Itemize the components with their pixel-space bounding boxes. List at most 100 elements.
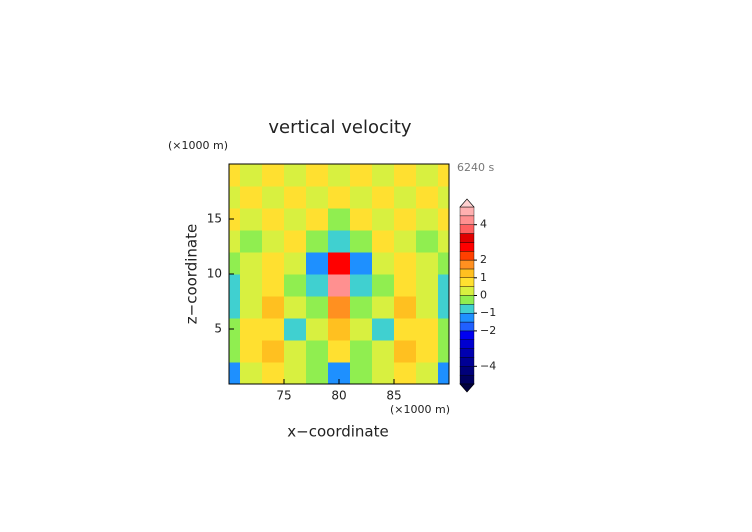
- field-cell: [328, 318, 351, 341]
- field-cell: [328, 164, 351, 187]
- colorbar-band: [459, 259, 475, 270]
- field-cell: [394, 296, 417, 319]
- field-cell: [372, 230, 395, 253]
- x-unit: (×1000 m): [390, 403, 450, 416]
- field-cell: [240, 274, 263, 297]
- field-cell: [328, 296, 351, 319]
- field-cell: [284, 208, 307, 231]
- x-tick-label: 85: [386, 389, 401, 403]
- field-cell: [284, 318, 307, 341]
- field-cell: [416, 274, 439, 297]
- field-cell: [306, 208, 329, 231]
- field-cell: [350, 340, 373, 363]
- x-tick-label: 75: [276, 389, 291, 403]
- field-cell: [262, 230, 285, 253]
- field-cell: [306, 318, 329, 341]
- colorbar-band: [459, 215, 475, 225]
- field-cell: [350, 296, 373, 319]
- field-cell: [328, 230, 351, 253]
- field-cell: [284, 230, 307, 253]
- colorbar-band: [459, 339, 475, 349]
- colorbar-band: [459, 357, 475, 367]
- field-cell: [262, 274, 285, 297]
- field-cell: [240, 186, 263, 209]
- field-cell: [438, 208, 449, 231]
- colorbar-band: [459, 242, 475, 252]
- field-cell: [372, 362, 395, 384]
- field-cell: [262, 252, 285, 275]
- field-cell: [394, 186, 417, 209]
- x-tick-label: 80: [331, 389, 346, 403]
- field-cell: [229, 164, 241, 187]
- field-cell: [438, 252, 449, 275]
- colorbar-tick-label: 2: [480, 253, 487, 266]
- field-cell: [328, 340, 351, 363]
- field-cell: [438, 296, 449, 319]
- field-cell: [306, 230, 329, 253]
- field: [229, 164, 449, 384]
- field-cell: [372, 318, 395, 341]
- field-cell: [284, 362, 307, 384]
- field-cell: [284, 340, 307, 363]
- field-cell: [284, 164, 307, 187]
- colorbar-band: [459, 206, 475, 217]
- field-cell: [438, 362, 449, 384]
- field-cell: [306, 252, 329, 275]
- colorbar-band: [459, 268, 475, 279]
- field-cell: [229, 362, 241, 384]
- field-cell: [262, 208, 285, 231]
- field-cell: [416, 164, 439, 187]
- colorbar-band: [459, 233, 475, 243]
- colorbar-over: [459, 198, 475, 208]
- field-cell: [416, 296, 439, 319]
- colorbar-tick-label: 0: [480, 289, 487, 302]
- colorbar-band: [459, 330, 475, 340]
- field-cell: [416, 318, 439, 341]
- field-cell: [262, 164, 285, 187]
- chart-title: vertical velocity: [268, 117, 412, 138]
- field-cell: [438, 318, 449, 341]
- field-cell: [306, 164, 329, 187]
- field-cell: [394, 340, 417, 363]
- field-cell: [328, 362, 351, 384]
- colorbar-band: [459, 321, 475, 332]
- field-cell: [262, 186, 285, 209]
- colorbar-band: [459, 251, 475, 261]
- colorbar-tick-label: −1: [480, 306, 496, 319]
- colorbar-band: [459, 277, 475, 287]
- field-cell: [416, 340, 439, 363]
- field-cell: [416, 186, 439, 209]
- field-cell: [284, 274, 307, 297]
- field-cell: [372, 274, 395, 297]
- field-cell: [240, 296, 263, 319]
- colorbar-band: [459, 366, 475, 376]
- y-axis-label: z−coordinate: [183, 224, 201, 324]
- field-cell: [306, 340, 329, 363]
- field-cell: [306, 296, 329, 319]
- field-cell: [306, 362, 329, 384]
- field-cell: [372, 340, 395, 363]
- colorbar-band: [459, 348, 475, 358]
- field-cell: [229, 340, 241, 363]
- field-cell: [262, 340, 285, 363]
- field-cell: [240, 252, 263, 275]
- y-tick-label: 15: [207, 212, 222, 226]
- field-cell: [438, 274, 449, 297]
- colorbar-band: [459, 304, 475, 314]
- field-cell: [416, 208, 439, 231]
- field-cell: [394, 318, 417, 341]
- field-cell: [350, 318, 373, 341]
- field-cell: [438, 340, 449, 363]
- field-cell: [372, 208, 395, 231]
- field-cell: [350, 164, 373, 187]
- field-cell: [240, 318, 263, 341]
- field-cell: [372, 186, 395, 209]
- field-cell: [416, 252, 439, 275]
- y-unit: (×1000 m): [168, 139, 228, 152]
- field-cell: [229, 230, 241, 253]
- field-cell: [394, 208, 417, 231]
- field-cell: [240, 230, 263, 253]
- field-cell: [438, 186, 449, 209]
- colorbar-band: [459, 313, 475, 323]
- field-cell: [350, 230, 373, 253]
